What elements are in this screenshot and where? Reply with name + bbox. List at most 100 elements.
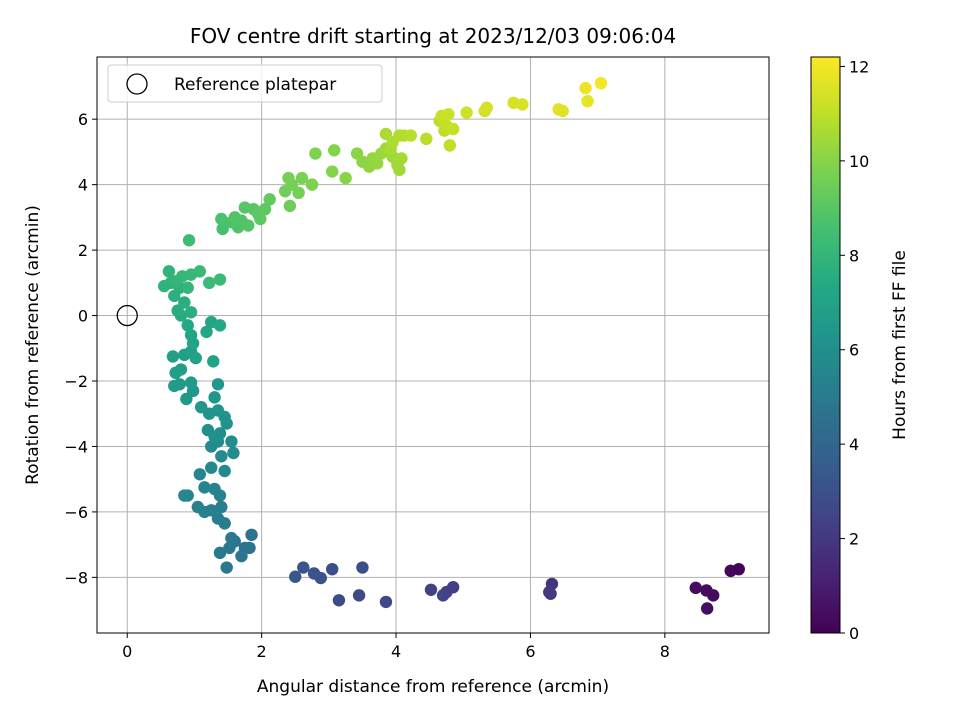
x-tick-label: 0: [122, 642, 132, 661]
data-point: [180, 392, 193, 406]
data-point: [225, 531, 238, 545]
data-point: [184, 376, 198, 389]
data-point: [245, 528, 258, 542]
data-point: [254, 212, 267, 226]
x-tick-label: 4: [391, 642, 401, 661]
data-point: [283, 199, 297, 213]
data-point: [225, 435, 238, 448]
x-tick-label: 8: [660, 642, 670, 661]
data-point: [178, 296, 191, 309]
data-point: [184, 306, 198, 319]
data-point: [305, 178, 319, 191]
data-point: [689, 581, 702, 595]
data-point: [371, 157, 384, 170]
data-point: [339, 171, 352, 185]
legend-box: [107, 64, 383, 103]
y-axis-ticks: −8 −6 −4 −2 0 2 4 6: [64, 110, 97, 587]
colorbar-tick-label: 2: [849, 530, 859, 549]
colorbar-gradient: [810, 56, 841, 634]
colorbar-tick-label: 8: [849, 246, 859, 265]
data-point: [208, 391, 221, 404]
data-point: [326, 562, 339, 576]
data-point: [181, 281, 194, 294]
data-point: [208, 430, 221, 443]
data-point: [707, 589, 720, 602]
data-point: [215, 500, 228, 514]
data-point: [556, 104, 569, 118]
data-points: [158, 76, 745, 615]
y-axis-label: Rotation from reference (arcmin): [23, 205, 43, 485]
data-point: [181, 319, 194, 332]
plot-frame: [96, 56, 770, 634]
reference-marker-group: [116, 304, 138, 327]
data-point: [263, 193, 276, 206]
data-point: [158, 279, 171, 293]
data-point: [309, 147, 322, 160]
data-point: [297, 561, 310, 574]
colorbar-tick-label: 4: [849, 435, 859, 454]
x-axis-ticks: 0 2 4 6 8: [122, 633, 670, 661]
data-point: [168, 379, 181, 393]
data-point: [213, 546, 227, 560]
data-point: [307, 567, 321, 580]
data-point: [178, 489, 191, 502]
data-point: [395, 152, 408, 165]
data-point: [194, 400, 208, 414]
data-point: [326, 165, 339, 178]
legend-marker-icon: [126, 73, 148, 95]
data-point: [220, 417, 233, 430]
x-tick-label: 6: [525, 642, 535, 661]
chart-title: FOV centre drift starting at 2023/12/03 …: [190, 24, 676, 48]
data-point: [211, 378, 225, 391]
data-point: [379, 127, 393, 141]
data-point: [436, 589, 450, 602]
data-point: [198, 481, 211, 494]
x-tick-label: 2: [257, 642, 267, 661]
data-point: [184, 328, 198, 342]
data-point: [235, 549, 248, 563]
data-point: [724, 564, 737, 578]
data-point: [516, 98, 529, 111]
data-point: [480, 101, 493, 114]
data-point: [228, 211, 241, 224]
y-tick-label: −8: [64, 568, 88, 587]
data-point: [216, 222, 229, 236]
data-point: [223, 541, 236, 555]
data-point: [243, 541, 256, 555]
data-point: [193, 265, 207, 278]
data-point: [171, 304, 184, 317]
data-point: [579, 81, 592, 95]
data-point: [215, 450, 228, 463]
data-point: [213, 319, 227, 332]
data-point: [442, 108, 455, 121]
legend: Reference platepar: [107, 64, 383, 103]
data-point: [211, 512, 225, 525]
data-point: [166, 350, 180, 363]
y-tick-label: −4: [64, 437, 88, 456]
data-point: [258, 202, 272, 216]
data-point: [295, 171, 309, 185]
y-tick-label: 0: [78, 307, 88, 326]
data-point: [292, 186, 305, 200]
data-point: [242, 219, 255, 232]
data-point: [289, 570, 302, 583]
data-point: [208, 482, 221, 496]
y-tick-label: −6: [64, 503, 88, 522]
data-point: [213, 273, 227, 286]
data-point: [207, 355, 220, 368]
y-tick-label: 4: [78, 176, 88, 195]
data-point: [356, 561, 369, 574]
data-point: [227, 446, 240, 460]
data-point: [328, 144, 341, 157]
colorbar-tick-label: 6: [849, 341, 859, 360]
data-point: [189, 351, 202, 365]
colorbar-tick-label: 0: [849, 624, 859, 643]
colorbar-tick-label: 12: [849, 57, 869, 76]
data-point: [443, 139, 456, 152]
data-point: [543, 585, 556, 599]
legend-entry-label: Reference platepar: [174, 75, 336, 95]
y-tick-label: 2: [78, 241, 88, 260]
data-point: [182, 234, 196, 247]
colorbar-tick-label: 10: [849, 152, 869, 171]
